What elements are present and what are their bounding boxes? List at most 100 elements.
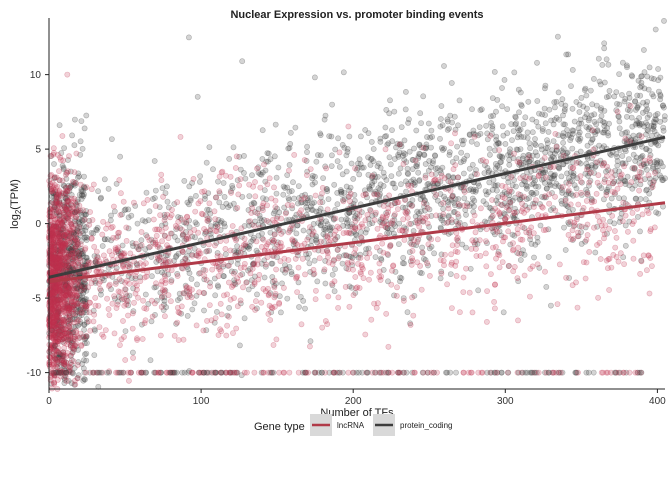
scatter-point-lncRNA [180, 290, 187, 296]
scatter-point-protein-coding [241, 315, 248, 322]
scatter-point-protein-coding [536, 110, 542, 117]
scatter-point-protein-coding [585, 369, 592, 376]
scatter-point-protein-coding [322, 163, 329, 170]
scatter-point-protein-coding [515, 369, 522, 376]
scatter-point-protein-coding [111, 208, 118, 215]
scatter-point-protein-coding [495, 139, 502, 146]
scatter-point-lncRNA [514, 158, 521, 165]
scatter-point-lncRNA [425, 241, 432, 248]
scatter-point-protein-coding [101, 176, 108, 183]
scatter-point-protein-coding [51, 193, 58, 200]
scatter-point-lncRNA [414, 217, 420, 224]
scatter-point-lncRNA [66, 198, 72, 205]
scatter-point-lncRNA [140, 200, 147, 207]
scatter-point-protein-coding [372, 254, 379, 260]
scatter-point-lncRNA [295, 264, 302, 271]
scatter-point-protein-coding [634, 104, 641, 110]
scatter-point-lncRNA [192, 208, 199, 215]
scatter-point-protein-coding [558, 101, 565, 107]
scatter-point-protein-coding [460, 170, 467, 177]
scatter-point-lncRNA [394, 206, 401, 212]
scatter-point-protein-coding [542, 82, 549, 89]
scatter-point-lncRNA [134, 335, 140, 342]
scatter-point-lncRNA [86, 221, 93, 228]
scatter-point-protein-coding [659, 163, 666, 170]
scatter-point-lncRNA [566, 180, 572, 187]
scatter-point-lncRNA [583, 259, 590, 266]
scatter-point-lncRNA [609, 174, 616, 181]
scatter-point-protein-coding [50, 282, 57, 289]
scatter-point-lncRNA [447, 187, 454, 194]
scatter-point-protein-coding [343, 219, 350, 226]
scatter-point-protein-coding [553, 98, 560, 105]
scatter-point-lncRNA [533, 197, 539, 203]
scatter-point-lncRNA [386, 192, 392, 199]
scatter-point-protein-coding [77, 307, 84, 314]
scatter-point-protein-coding [186, 292, 193, 299]
scatter-point-lncRNA [454, 242, 460, 248]
scatter-point-protein-coding [288, 268, 295, 275]
scatter-point-lncRNA [216, 266, 223, 272]
scatter-point-protein-coding [522, 202, 529, 209]
scatter-point-protein-coding [63, 175, 70, 182]
scatter-point-lncRNA [264, 202, 270, 209]
scatter-point-lncRNA [60, 360, 66, 366]
scatter-point-lncRNA [82, 216, 88, 223]
scatter-point-protein-coding [56, 369, 63, 376]
scatter-point-protein-coding [560, 139, 566, 146]
scatter-point-lncRNA [273, 266, 279, 273]
scatter-point-protein-coding [281, 204, 288, 211]
scatter-point-lncRNA [534, 261, 541, 268]
scatter-point-protein-coding [589, 101, 596, 108]
scatter-point-lncRNA [91, 311, 98, 318]
scatter-point-protein-coding [412, 213, 419, 220]
scatter-point-protein-coding [657, 158, 663, 165]
scatter-point-protein-coding [419, 369, 426, 376]
scatter-point-lncRNA [200, 327, 207, 334]
scatter-point-protein-coding [632, 136, 639, 142]
scatter-point-protein-coding [564, 170, 570, 177]
scatter-point-lncRNA [77, 181, 84, 188]
scatter-point-lncRNA [503, 204, 510, 211]
scatter-point-lncRNA [147, 243, 154, 250]
scatter-point-protein-coding [655, 210, 662, 217]
scatter-point-lncRNA [97, 285, 103, 292]
scatter-point-protein-coding [508, 121, 515, 128]
scatter-point-protein-coding [311, 199, 317, 206]
scatter-point-protein-coding [428, 127, 435, 134]
scatter-point-protein-coding [578, 95, 585, 101]
scatter-point-protein-coding [637, 92, 644, 99]
scatter-point-protein-coding [549, 153, 556, 160]
scatter-point-lncRNA [526, 154, 532, 161]
scatter-point-lncRNA [307, 166, 314, 172]
scatter-point-lncRNA [71, 220, 78, 227]
scatter-point-protein-coding [172, 254, 179, 260]
scatter-point-protein-coding [495, 140, 501, 147]
scatter-point-protein-coding [570, 192, 577, 199]
scatter-point-protein-coding [567, 137, 574, 144]
scatter-point-lncRNA [630, 255, 637, 262]
scatter-point-lncRNA [270, 342, 277, 348]
scatter-point-protein-coding [163, 183, 170, 190]
scatter-point-lncRNA [64, 229, 70, 236]
scatter-point-lncRNA [158, 177, 165, 184]
scatter-point-lncRNA [487, 132, 494, 139]
scatter-point-lncRNA [62, 190, 69, 197]
scatter-point-lncRNA [59, 177, 66, 184]
scatter-point-protein-coding [94, 253, 101, 260]
scatter-point-lncRNA [267, 317, 274, 323]
scatter-point-protein-coding [387, 161, 394, 168]
scatter-point-lncRNA [390, 262, 397, 269]
scatter-point-lncRNA [574, 304, 581, 311]
scatter-point-protein-coding [390, 230, 397, 237]
scatter-point-protein-coding [640, 161, 647, 167]
scatter-point-protein-coding [505, 175, 511, 182]
scatter-point-lncRNA [609, 212, 616, 219]
scatter-point-protein-coding [149, 196, 156, 202]
scatter-point-protein-coding [60, 286, 67, 293]
scatter-point-protein-coding [81, 173, 87, 180]
scatter-point-protein-coding [70, 329, 76, 335]
scatter-point-lncRNA [236, 182, 243, 189]
scatter-point-lncRNA [282, 210, 289, 217]
scatter-point-protein-coding [366, 221, 373, 227]
